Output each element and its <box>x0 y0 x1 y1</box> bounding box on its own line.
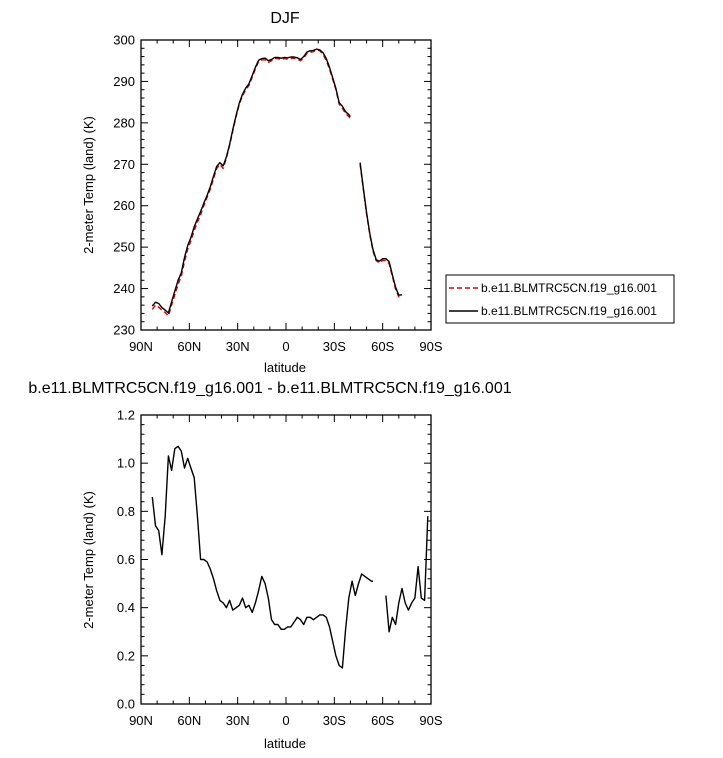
legend-label-2: b.e11.BLMTRC5CN.f19_g16.001 <box>481 304 657 318</box>
top-ylabel: 2-meter Temp (land) (K) <box>81 116 96 254</box>
bottom-ytick-label: 0.4 <box>117 600 135 615</box>
bottom-xlabel: latitude <box>264 736 306 751</box>
top-ytick-label: 290 <box>113 74 135 89</box>
bottom-axes: 90N 60N 30N 0 30S 60S 90S 0.0 0.2 0.4 0.6 0.8 1.0 1.2 <box>117 408 443 729</box>
top-ytick-label: 280 <box>113 115 135 130</box>
top-ytick-label: 270 <box>113 157 135 172</box>
bottom-series-1-line-segment <box>385 516 429 633</box>
top-plot-frame <box>140 39 432 331</box>
top-xtick-label: 90N <box>129 339 153 354</box>
bottom-panel: b.e11.BLMTRC5CN.f19_g16.001 - b.e11.BLMT… <box>28 380 511 751</box>
top-series-2-line-segment <box>151 48 351 314</box>
top-xtick-label: 0 <box>282 339 289 354</box>
bottom-xtick-label: 0 <box>282 713 289 728</box>
bottom-xtick-label: 30S <box>323 713 346 728</box>
top-ytick-label: 260 <box>113 198 135 213</box>
top-series-group <box>151 48 403 317</box>
top-xtick-label: 60N <box>177 339 201 354</box>
top-series-2-line-segment <box>359 162 403 296</box>
bottom-title: b.e11.BLMTRC5CN.f19_g16.001 - b.e11.BLMT… <box>28 380 511 397</box>
bottom-xtick-label: 60N <box>177 713 201 728</box>
top-xlabel: latitude <box>264 360 306 375</box>
top-xtick-label: 30S <box>323 339 346 354</box>
top-xtick-label: 60S <box>371 339 394 354</box>
top-ytick-label: 300 <box>113 33 135 48</box>
top-ytick-label: 230 <box>113 323 135 338</box>
top-series-1-line-segment <box>151 49 351 317</box>
bottom-ytick-label: 1.2 <box>117 408 135 423</box>
bottom-series-1-line-segment <box>151 445 373 669</box>
bottom-ytick-label: 0.6 <box>117 552 135 567</box>
legend-box <box>445 274 675 324</box>
top-axes: 90N 60N 30N 0 30S 60S 90S 230 240 250 260 270 280 290… <box>113 33 443 355</box>
top-xtick-label: 30N <box>226 339 250 354</box>
bottom-ylabel: 2-meter Temp (land) (K) <box>81 491 96 629</box>
bottom-ytick-label: 0.8 <box>117 504 135 519</box>
bottom-ytick-label: 0.0 <box>117 697 135 712</box>
bottom-xtick-label: 30N <box>226 713 250 728</box>
legend: b.e11.BLMTRC5CN.f19_g16.001 b.e11.BLMTRC… <box>445 274 675 324</box>
bottom-series-group <box>151 445 429 669</box>
top-ytick-label: 250 <box>113 240 135 255</box>
bottom-ytick-label: 1.0 <box>117 456 135 471</box>
bottom-plot-frame <box>140 414 432 705</box>
legend-label-1: b.e11.BLMTRC5CN.f19_g16.001 <box>481 281 657 295</box>
top-series-1-line-segment <box>359 164 403 299</box>
bottom-xtick-label: 90S <box>419 713 442 728</box>
bottom-xtick-label: 60S <box>371 713 394 728</box>
top-panel: DJF 90N 60N 30N 0 30S 60S 90S 230 240 250 260 270 28… <box>81 10 675 375</box>
bottom-xtick-label: 90N <box>129 713 153 728</box>
top-ytick-label: 240 <box>113 281 135 296</box>
top-xtick-label: 90S <box>419 339 442 354</box>
top-title: DJF <box>270 10 300 27</box>
bottom-ytick-label: 0.2 <box>117 648 135 663</box>
